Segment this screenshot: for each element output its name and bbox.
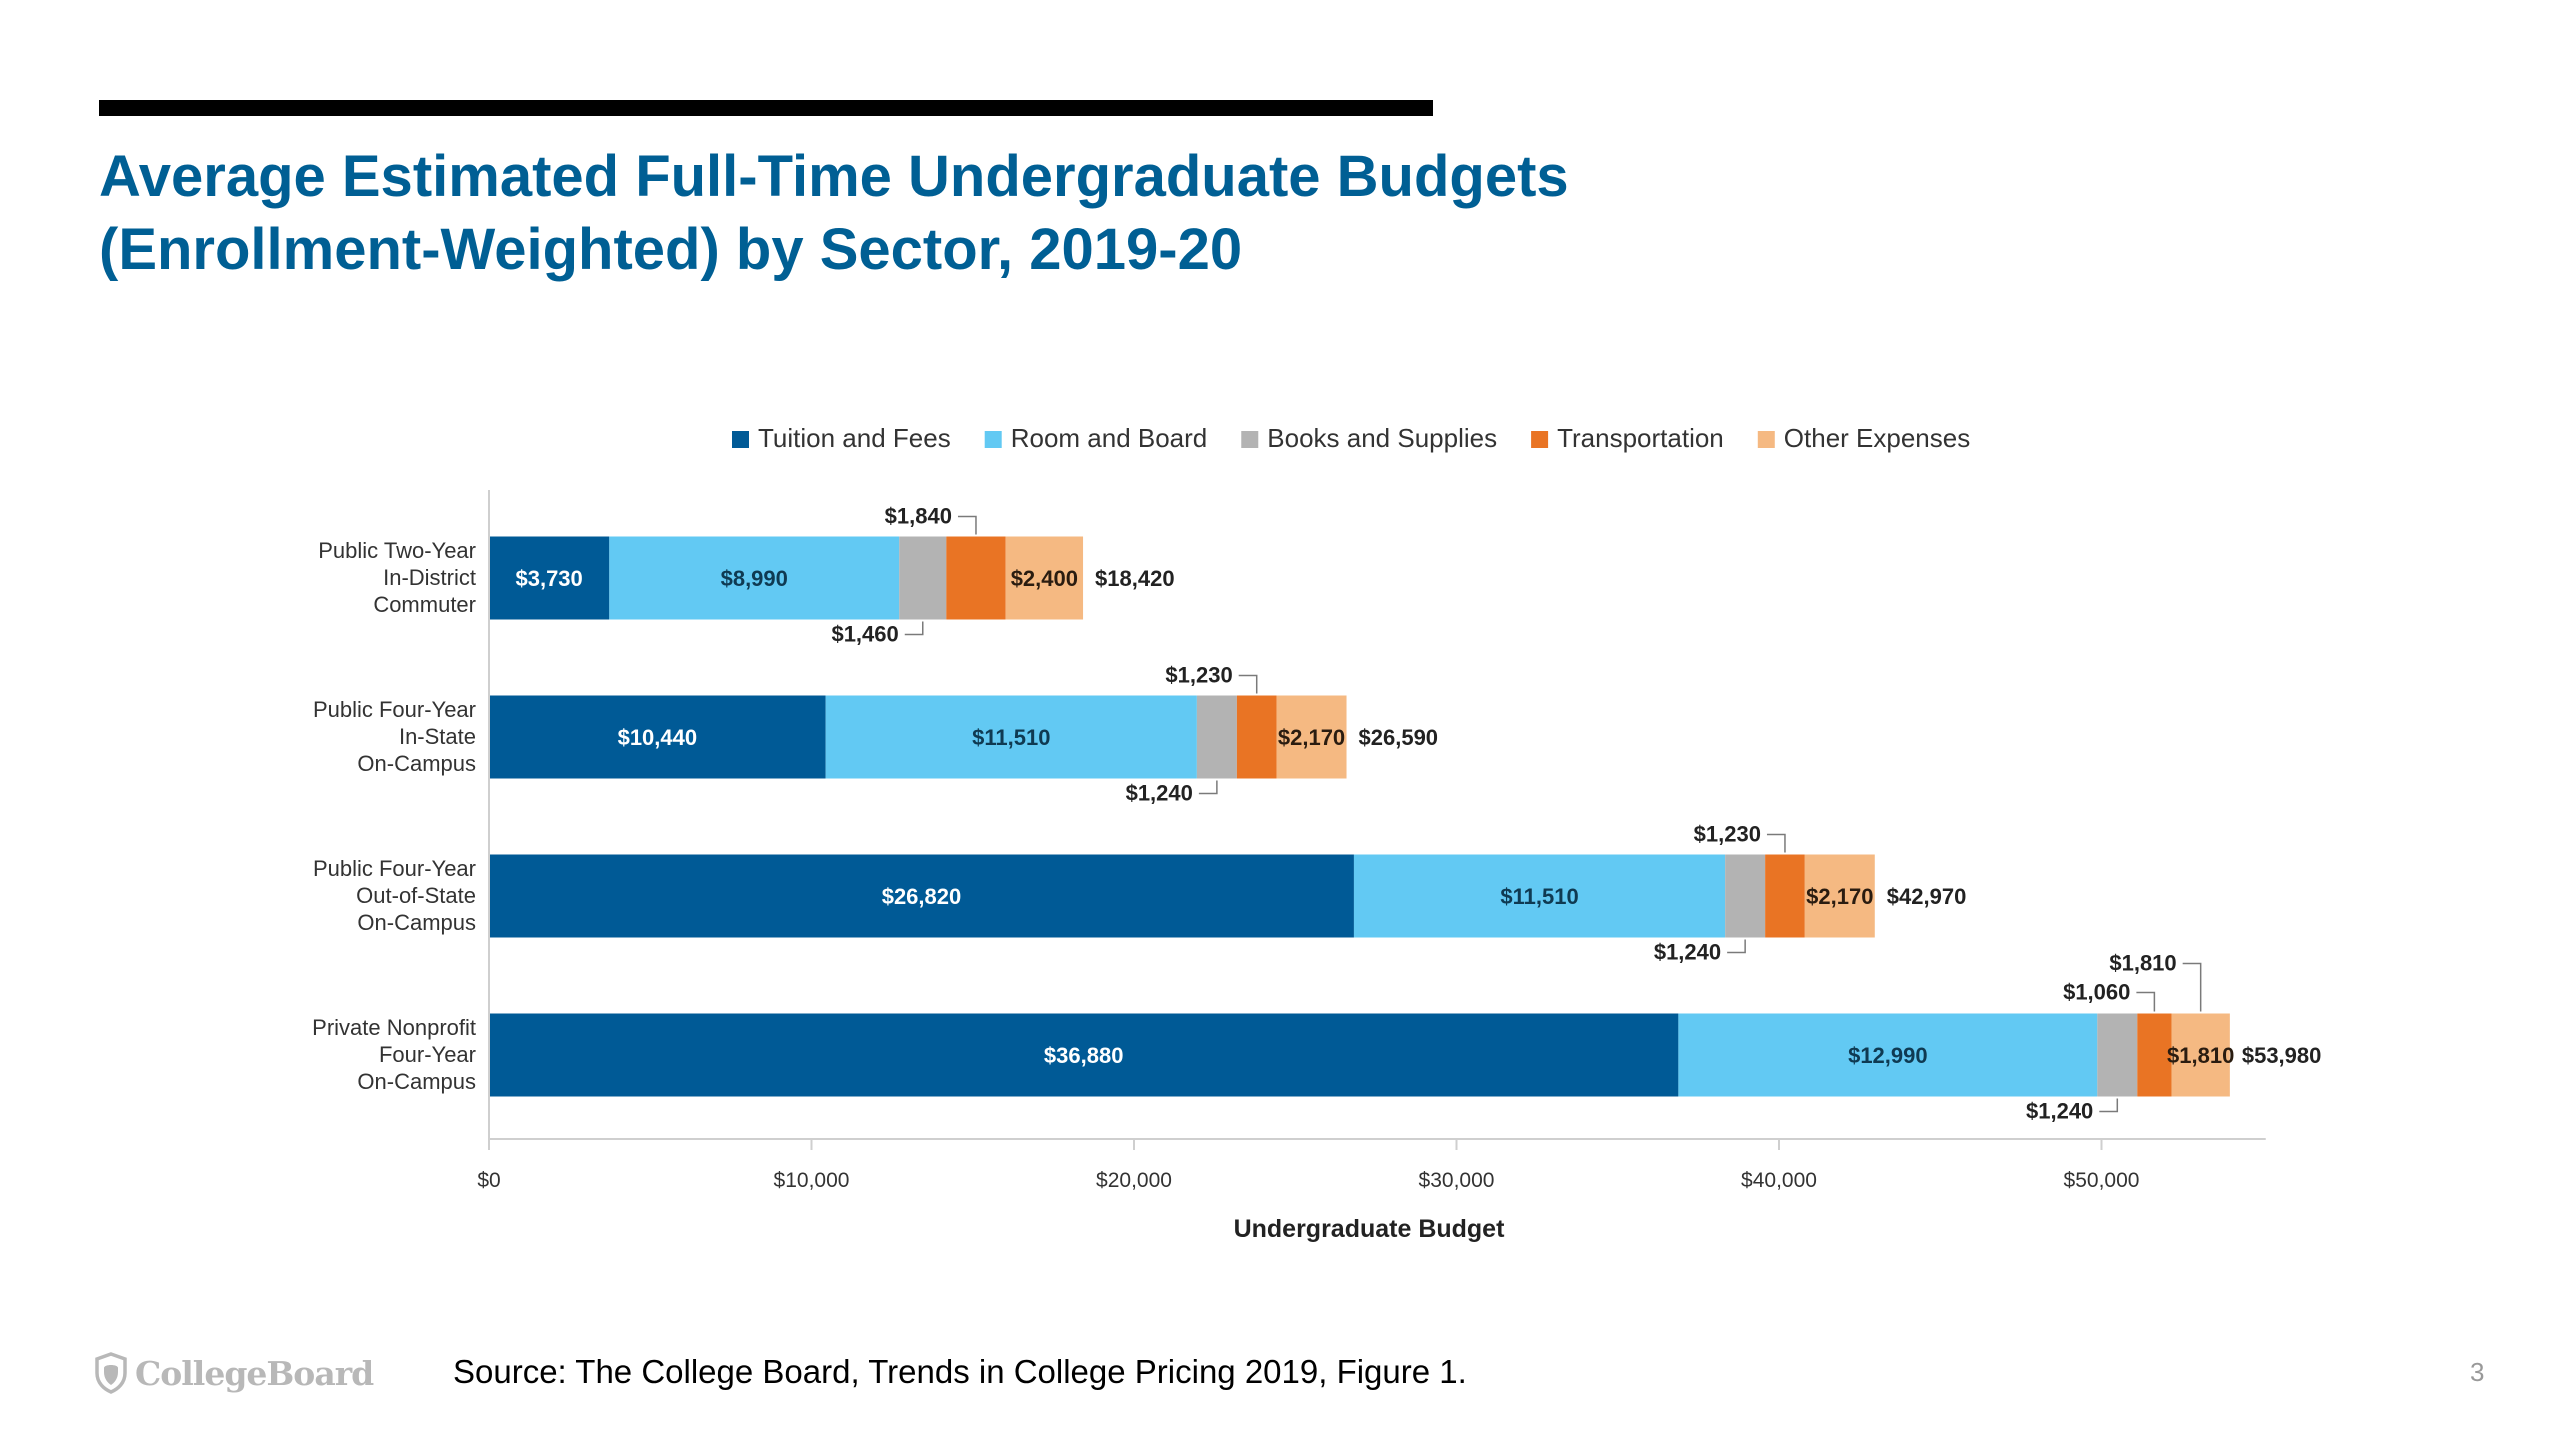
bar-1-1 (825, 695, 1197, 779)
books-value-label-3: $1,240 (2026, 1099, 2093, 1124)
legend-swatch-3 (1531, 431, 1549, 448)
transport-leader-0 (957, 515, 977, 535)
bar-0-0 (489, 536, 610, 620)
total-label-2: $42,970 (1887, 884, 1967, 909)
x-axis-title: Undergraduate Budget (1234, 1215, 1506, 1243)
category-label-1-0: Public Four-Year (313, 697, 476, 722)
transport-leader-2 (1766, 833, 1786, 853)
bar-0-3 (946, 536, 1006, 620)
slide-title-line-2: (Enrollment-Weighted) by Sector, 2019-20 (99, 217, 1243, 282)
bar-2-0 (489, 854, 1354, 938)
books-leader-3 (2099, 1098, 2119, 1113)
bar-0-4 (1005, 536, 1084, 620)
page-number: 3 (2470, 1357, 2485, 1387)
category-label-3-0: Private Nonprofit (312, 1015, 476, 1040)
legend-swatch-2 (1241, 431, 1259, 448)
transport-value-label-1: $1,230 (1165, 663, 1232, 688)
transport-leader-3 (2136, 991, 2156, 1012)
bar-value-label-2-1: $11,510 (1500, 884, 1578, 909)
legend-label-0: Tuition and Fees (758, 423, 951, 453)
bar-value-label-0-1: $8,990 (721, 566, 788, 591)
bar-3-3 (2137, 1013, 2172, 1097)
bar-3-4 (2171, 1013, 2230, 1097)
category-label-0-2: Commuter (373, 592, 476, 617)
category-label-2-1: Out-of-State (356, 883, 476, 908)
bar-value-label-1-0: $10,440 (618, 725, 698, 750)
category-label-2-0: Public Four-Year (313, 856, 476, 881)
category-label-0-1: In-District (383, 565, 476, 590)
bar-0-2 (899, 536, 947, 620)
x-tick-label-1: $10,000 (774, 1169, 850, 1192)
bar-1-2 (1196, 695, 1237, 779)
x-tick-label-5: $50,000 (2064, 1169, 2140, 1192)
bar-1-0 (489, 695, 826, 779)
books-leader-2 (1727, 939, 1746, 954)
bar-3-1 (1678, 1013, 2098, 1097)
x-tick-label-2: $20,000 (1096, 1169, 1172, 1192)
category-label-3-1: Four-Year (379, 1042, 476, 1067)
books-value-label-1: $1,240 (1126, 781, 1193, 806)
legend-label-1: Room and Board (1011, 423, 1208, 453)
source-note: Source: The College Board, Trends in Col… (453, 1353, 1467, 1390)
total-label-0: $18,420 (1095, 566, 1175, 591)
legend-swatch-4 (1757, 431, 1775, 448)
books-value-label-0: $1,460 (831, 622, 898, 647)
bar-0-1 (609, 536, 900, 620)
logo-wordmark: CollegeBoard (135, 1353, 374, 1393)
bar-value-label-1-1: $11,510 (972, 725, 1050, 750)
category-label-2-2: On-Campus (357, 910, 476, 935)
acorn-shield-icon (95, 1352, 127, 1394)
bar-value-label-0-0: $3,730 (515, 566, 582, 591)
x-axis: $0 $10,000 $20,000 $30,000 $40,000 $50,000 Und… (477, 1138, 2266, 1243)
books-leader-0 (904, 621, 924, 636)
transport-value-label-0: $1,840 (885, 504, 952, 529)
bar-value-label-0-4: $2,400 (1011, 566, 1078, 591)
category-label-3-2: On-Campus (357, 1069, 476, 1094)
bar-2-4 (1804, 854, 1875, 938)
books-leader-1 (1198, 780, 1218, 795)
category-label-1-2: On-Campus (357, 751, 476, 776)
transport-value-label-3: $1,060 (2063, 980, 2130, 1005)
other-value-label-outside-3: $1,810 (2109, 951, 2176, 976)
bar-2-1 (1353, 854, 1726, 938)
bar-value-label-3-1: $12,990 (1848, 1043, 1928, 1068)
legend-swatch-1 (984, 431, 1002, 448)
transport-value-label-2: $1,230 (1694, 822, 1761, 847)
chart-legend: Tuition and Fees Room and Board Books and … (732, 423, 1970, 453)
category-label-1-1: In-State (399, 724, 476, 749)
slide-title-line-1: Average Estimated Full-Time Undergraduat… (99, 144, 1569, 209)
bar-3-0 (489, 1013, 1679, 1097)
slide-title: Average Estimated Full-Time Undergraduat… (99, 140, 1999, 286)
bar-value-label-2-0: $26,820 (882, 884, 962, 909)
transport-leader-1 (1238, 674, 1258, 694)
bar-2-3 (1765, 854, 1805, 938)
other-leader-3 (2182, 962, 2202, 1012)
bar-2-2 (1725, 854, 1766, 938)
plot-area: $3,730 $8,990 $2,400 $18,420 $1,460 $1,840 $10… (489, 504, 2321, 1124)
total-label-3: $53,980 (2242, 1043, 2322, 1068)
legend-label-2: Books and Supplies (1267, 423, 1497, 453)
bar-value-label-3-4: $1,810 (2167, 1043, 2234, 1068)
bar-value-label-3-0: $36,880 (1044, 1043, 1124, 1068)
bar-value-label-2-4: $2,170 (1806, 884, 1873, 909)
college-board-logo: CollegeBoard (93, 1348, 374, 1398)
total-label-1: $26,590 (1359, 725, 1439, 750)
x-tick-label-3: $30,000 (1419, 1169, 1495, 1192)
x-tick-label-4: $40,000 (1741, 1169, 1817, 1192)
bar-1-3 (1236, 695, 1277, 779)
x-tick-label-0: $0 (477, 1169, 500, 1192)
bar-3-2 (2097, 1013, 2138, 1097)
bar-1-4 (1276, 695, 1347, 779)
legend-swatch-0 (732, 431, 749, 448)
bar-value-label-1-4: $2,170 (1278, 725, 1345, 750)
top-rule (99, 100, 1433, 116)
category-label-0-0: Public Two-Year (318, 538, 476, 563)
legend-label-3: Transportation (1557, 423, 1724, 453)
legend-label-4: Other Expenses (1784, 423, 1970, 453)
books-value-label-2: $1,240 (1654, 940, 1721, 965)
